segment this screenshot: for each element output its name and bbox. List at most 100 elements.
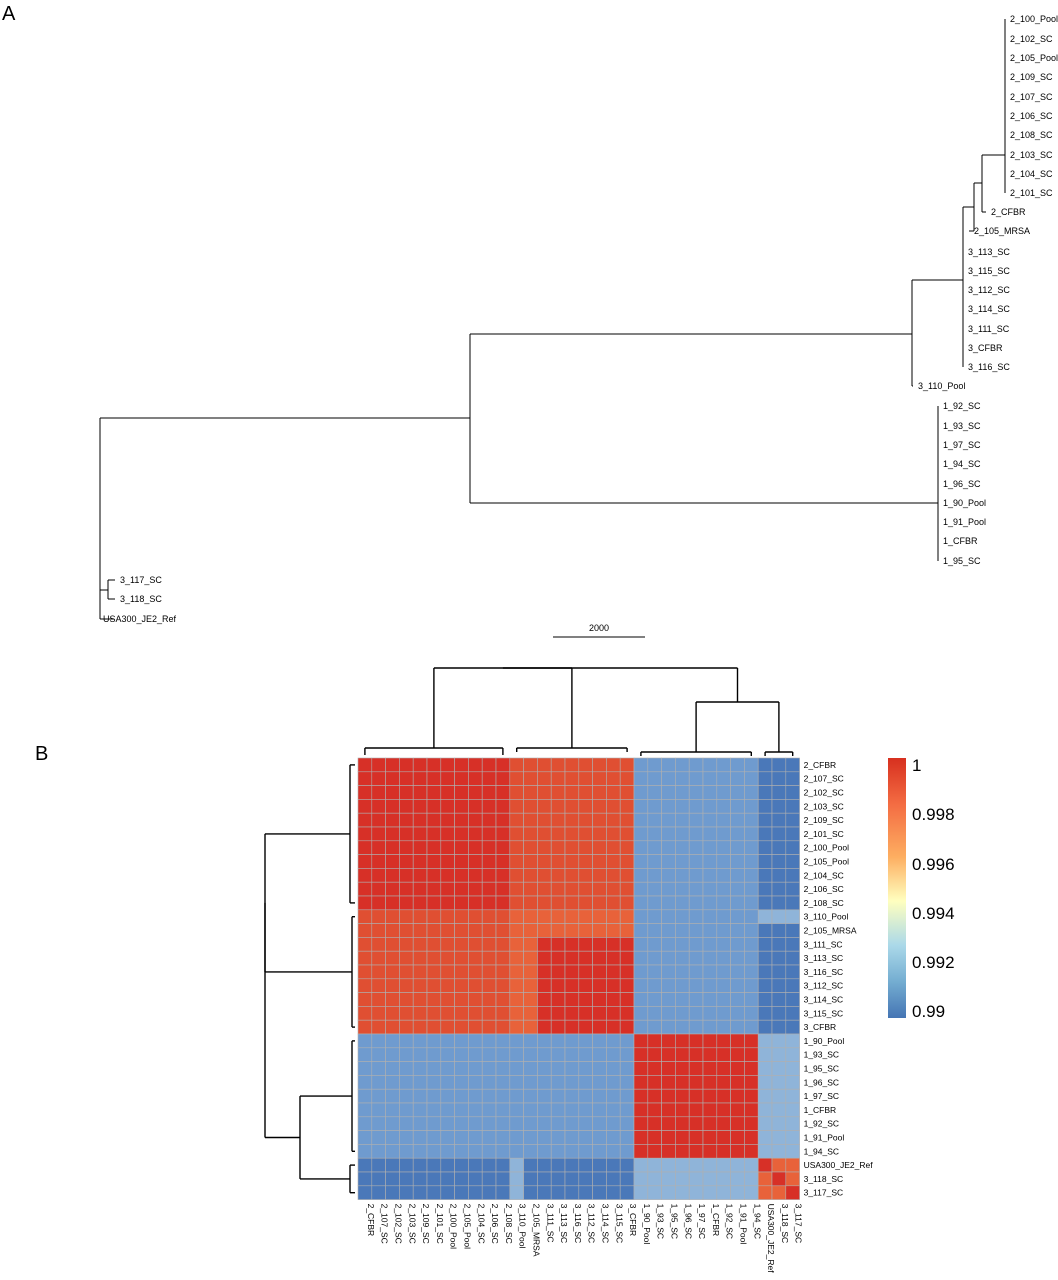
- heatmap-cell: [619, 950, 635, 966]
- heatmap-cell: [633, 1116, 649, 1131]
- heatmap-cell: [468, 881, 483, 897]
- heatmap-cell: [399, 785, 414, 800]
- heatmap-row-label: 3_112_SC: [804, 981, 844, 991]
- heatmap-cell: [399, 868, 414, 883]
- heatmap-column-label: 2_105_MRSA: [532, 1204, 542, 1257]
- heatmap-cell: [592, 1006, 607, 1021]
- heatmap-cell: [647, 909, 662, 924]
- heatmap-cell: [716, 757, 731, 773]
- heatmap-cell: [550, 812, 566, 828]
- heatmap-cell: [578, 799, 593, 814]
- heatmap-cell: [495, 1116, 511, 1131]
- heatmap-cell: [412, 1047, 428, 1062]
- heatmap-cell: [495, 812, 511, 828]
- heatmap-cell: [537, 1116, 552, 1131]
- heatmap-cell: [495, 1157, 511, 1173]
- heatmap-cell: [426, 840, 442, 855]
- tree-tip-label: 2_101_SC: [1010, 188, 1053, 198]
- heatmap-cell: [702, 1157, 718, 1173]
- heatmap-cell: [771, 1102, 787, 1118]
- heatmap-column-label: 2_107_SC: [380, 1204, 390, 1244]
- heatmap-cell: [633, 840, 649, 855]
- heatmap-cell: [426, 909, 442, 924]
- heatmap-cell: [399, 1116, 414, 1131]
- heatmap-cell: [564, 923, 580, 938]
- heatmap-cell: [592, 854, 607, 869]
- heatmap-cell: [716, 771, 731, 786]
- heatmap-cell: [523, 1033, 538, 1049]
- heatmap-cell: [730, 1006, 745, 1021]
- heatmap-column-label: 2_102_SC: [394, 1204, 404, 1244]
- tree-tip-label: 2_103_SC: [1010, 150, 1053, 160]
- heatmap-cell: [468, 950, 483, 966]
- heatmap-cell: [550, 1061, 566, 1076]
- heatmap-cell: [523, 1088, 538, 1104]
- heatmap-cell: [771, 937, 787, 952]
- heatmap-cell: [412, 1157, 428, 1173]
- heatmap-cell: [661, 799, 676, 814]
- heatmap-cell: [357, 1033, 373, 1049]
- heatmap-cell: [744, 1157, 759, 1173]
- heatmap-cell: [688, 868, 704, 883]
- heatmap-cell: [688, 785, 704, 800]
- tree-tip-label: 1_91_Pool: [943, 517, 986, 527]
- heatmap-cell: [606, 1088, 621, 1104]
- heatmap-cell: [592, 992, 607, 1007]
- heatmap-cell: [550, 840, 566, 855]
- heatmap-cell: [702, 992, 718, 1007]
- heatmap-cell: [454, 826, 469, 842]
- heatmap-cell: [426, 1075, 442, 1090]
- heatmap-cell: [716, 1102, 731, 1118]
- heatmap-cell: [716, 1185, 731, 1200]
- heatmap-cell: [440, 1171, 455, 1187]
- heatmap-cell: [716, 1116, 731, 1131]
- heatmap-cell: [785, 950, 800, 966]
- heatmap-cell: [385, 964, 400, 980]
- heatmap-cell: [688, 992, 704, 1007]
- heatmap-cell: [730, 771, 745, 786]
- heatmap-cell: [523, 1006, 538, 1021]
- heatmap-cell: [399, 937, 414, 952]
- heatmap-cell: [440, 881, 455, 897]
- heatmap-cell: [468, 771, 483, 786]
- heatmap-cell: [357, 840, 373, 855]
- heatmap-cell: [564, 812, 580, 828]
- heatmap-cell: [385, 881, 400, 897]
- heatmap-cell: [730, 881, 745, 897]
- heatmap-cell: [771, 1171, 787, 1187]
- heatmap-cell: [688, 1033, 704, 1049]
- heatmap-cell: [757, 1157, 773, 1173]
- heatmap-cell: [440, 950, 455, 966]
- heatmap-cell: [771, 757, 787, 773]
- heatmap-cell: [647, 881, 662, 897]
- heatmap-cell: [412, 799, 428, 814]
- heatmap-cell: [550, 1019, 566, 1035]
- heatmap-cell: [371, 1116, 386, 1131]
- heatmap-cell: [633, 854, 649, 869]
- tree-tip-label: 2_104_SC: [1010, 169, 1053, 179]
- heatmap-cell: [509, 950, 524, 966]
- heatmap-row-label: 2_105_MRSA: [804, 926, 857, 936]
- heatmap-cell: [537, 812, 552, 828]
- heatmap-cell: [730, 1102, 745, 1118]
- heatmap-cell: [440, 1047, 455, 1062]
- heatmap-cell: [495, 1185, 511, 1200]
- heatmap-cell: [509, 1006, 524, 1021]
- heatmap-cell: [592, 1047, 607, 1062]
- heatmap-cell: [509, 826, 524, 842]
- heatmap-cell: [675, 771, 690, 786]
- heatmap-cell: [481, 1019, 497, 1035]
- heatmap-cell: [785, 1006, 800, 1021]
- heatmap-cell: [468, 923, 483, 938]
- heatmap-cell: [619, 1019, 635, 1035]
- heatmap-cell: [647, 950, 662, 966]
- heatmap-row-label: 2_105_Pool: [804, 857, 849, 867]
- heatmap-cell: [661, 978, 676, 993]
- heatmap-cell: [523, 757, 538, 773]
- heatmap-cell: [495, 895, 511, 911]
- heatmap-cell: [730, 826, 745, 842]
- heatmap-cell: [771, 992, 787, 1007]
- heatmap-cell: [771, 799, 787, 814]
- heatmap-cell: [716, 1171, 731, 1187]
- heatmap-cell: [661, 1157, 676, 1173]
